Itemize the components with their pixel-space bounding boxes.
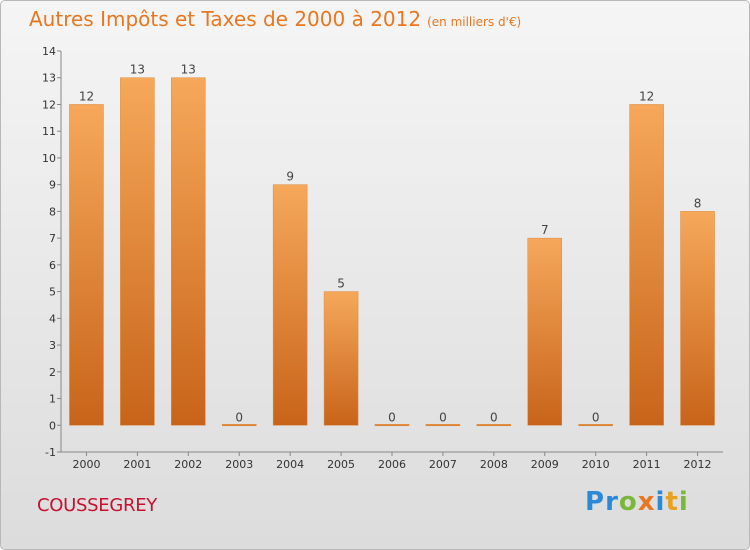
x-tick-label: 2004: [276, 458, 304, 471]
data-label: 8: [694, 196, 702, 210]
x-tick-label: 2007: [429, 458, 457, 471]
data-label: 5: [337, 277, 345, 291]
y-tick-label: 3: [49, 339, 56, 352]
data-label: 9: [286, 170, 294, 184]
y-tick-label: 4: [49, 312, 56, 325]
y-tick-label: 2: [49, 366, 56, 379]
bar: [323, 291, 359, 426]
y-tick-label: 5: [49, 286, 56, 299]
bar: [629, 104, 664, 426]
y-tick-label: 11: [42, 125, 56, 138]
bar: [425, 424, 461, 427]
y-tick-label: 8: [49, 205, 56, 218]
bar: [272, 184, 308, 426]
x-tick-label: 2008: [480, 458, 508, 471]
bar: [221, 424, 257, 427]
y-tick-label: -1: [45, 446, 56, 459]
x-tick-label: 2001: [123, 458, 151, 471]
y-tick-label: 0: [49, 419, 56, 432]
place-name: COUSSEGREY: [37, 495, 157, 516]
bar: [69, 104, 104, 426]
y-tick-label: 7: [49, 232, 56, 245]
x-tick-label: 2003: [225, 458, 253, 471]
x-tick-label: 2000: [72, 458, 100, 471]
y-tick-label: 6: [49, 259, 56, 272]
bar: [680, 211, 715, 426]
x-tick-label: 2011: [633, 458, 661, 471]
y-tick-label: 9: [49, 179, 56, 192]
chart-title-text: Autres Impôts et Taxes de 2000 à 2012: [29, 7, 422, 31]
x-tick-label: 2010: [582, 458, 610, 471]
y-tick-label: 14: [42, 45, 56, 58]
data-label: 0: [235, 410, 243, 424]
data-label: 0: [439, 410, 447, 424]
y-tick-label: 10: [42, 152, 56, 165]
x-tick-label: 2006: [378, 458, 406, 471]
y-tick-label: 12: [42, 98, 56, 111]
chart-title: Autres Impôts et Taxes de 2000 à 2012 (en…: [29, 7, 521, 31]
y-tick-label: 1: [49, 393, 56, 406]
x-tick-label: 2002: [174, 458, 202, 471]
x-tick-label: 2012: [684, 458, 712, 471]
data-label: 12: [639, 89, 654, 103]
data-label: 13: [130, 63, 145, 77]
bar: [171, 77, 206, 426]
data-label: 0: [592, 410, 600, 424]
bar: [374, 424, 410, 427]
data-label: 7: [541, 223, 549, 237]
proxiti-logo[interactable]: Proxiti: [585, 487, 689, 517]
y-tick-label: 13: [42, 72, 56, 85]
data-label: 0: [388, 410, 396, 424]
data-label: 0: [490, 410, 498, 424]
bar: [120, 77, 155, 426]
x-tick-label: 2005: [327, 458, 355, 471]
data-label: 12: [79, 89, 94, 103]
bar: [578, 424, 613, 427]
bar: [527, 237, 563, 426]
bar: [476, 424, 512, 427]
chart-subtitle: (en milliers d'€): [427, 15, 522, 29]
data-label: 13: [181, 63, 196, 77]
x-tick-label: 2009: [531, 458, 559, 471]
